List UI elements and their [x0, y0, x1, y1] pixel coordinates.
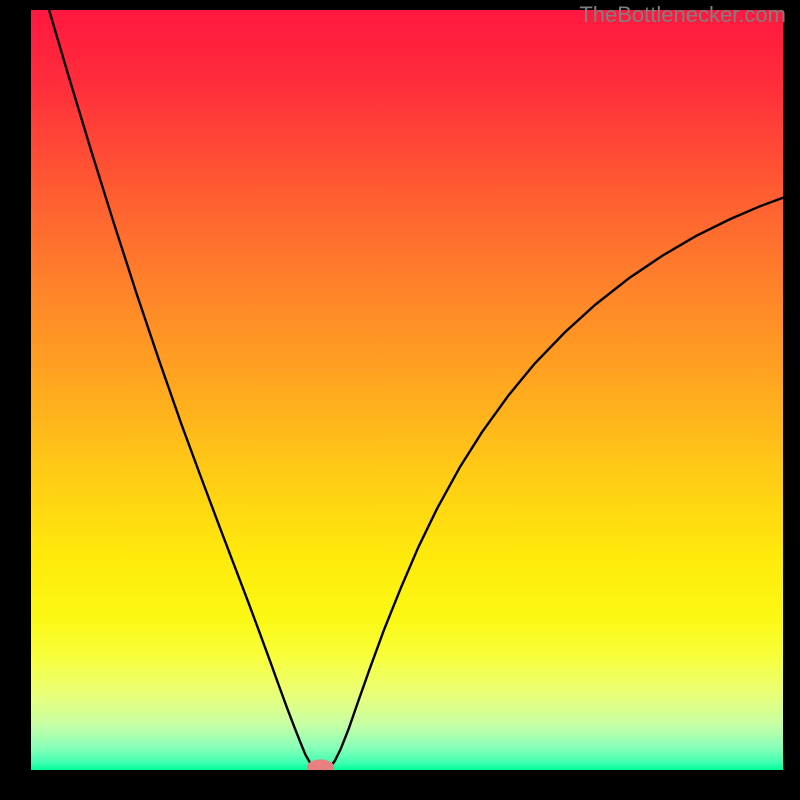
- watermark-text: TheBottlenecker.com: [579, 2, 786, 28]
- chart-plot-area: [31, 10, 783, 770]
- gradient-background: [31, 10, 783, 770]
- chart-svg: [31, 10, 783, 770]
